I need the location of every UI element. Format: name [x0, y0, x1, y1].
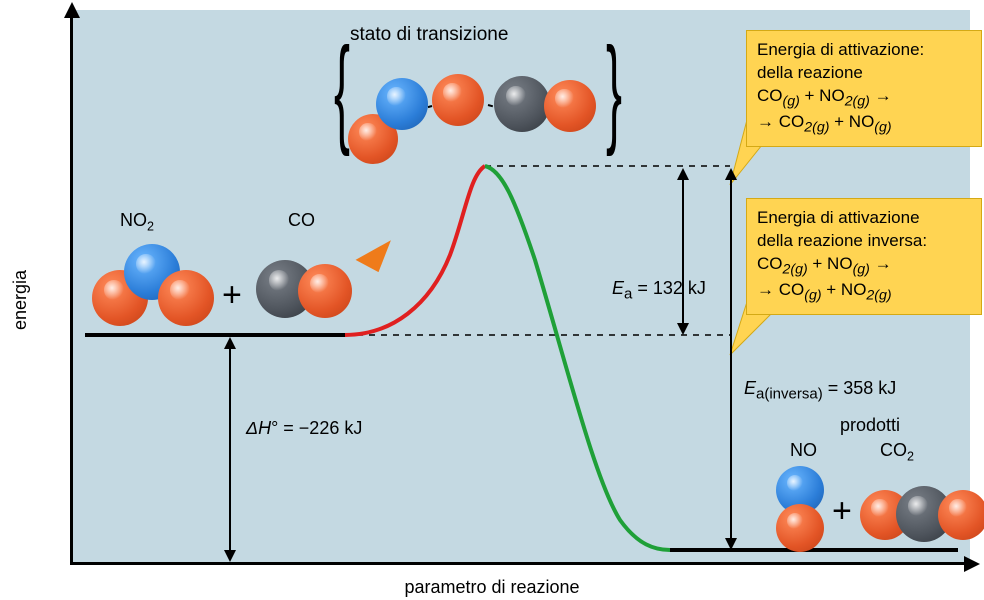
- brace-left-icon: {: [334, 30, 350, 150]
- delta-h-label: ΔH° = −226 kJ: [246, 418, 362, 439]
- arrowhead-down-icon: [725, 538, 737, 550]
- callout-eq: CO2(g) + NO(g) →: [757, 253, 971, 280]
- callout-forward: Energia di attivazione: della reazione C…: [746, 30, 982, 147]
- energy-diagram: energia parametro di reazione stato di t…: [0, 0, 984, 600]
- oxygen-atom-icon: [544, 80, 596, 132]
- arrowhead-down-icon: [224, 550, 236, 562]
- co2-sub: 2: [907, 450, 914, 464]
- oxygen-atom-icon: [298, 264, 352, 318]
- callout-eq: → CO2(g) + NO(g): [757, 111, 971, 138]
- brace-right-icon: }: [606, 30, 622, 150]
- callout-reverse: Energia di attivazione della reazione in…: [746, 198, 982, 315]
- co-label: CO: [288, 210, 315, 231]
- arrowhead-up-icon: [677, 168, 689, 180]
- y-axis-label: energia: [10, 270, 31, 330]
- no2-sub: 2: [147, 220, 154, 234]
- callout-line: Energia di attivazione: [757, 207, 971, 230]
- products-label: prodotti: [840, 415, 900, 436]
- arrowhead-up-icon: [725, 168, 737, 180]
- co2-label: CO: [880, 440, 907, 460]
- callout-line: della reazione inversa:: [757, 230, 971, 253]
- oxygen-atom-icon: [938, 490, 984, 540]
- ea-rev-dim: [730, 178, 732, 538]
- plus-sign: +: [222, 276, 242, 315]
- callout-line: Energia di attivazione:: [757, 39, 971, 62]
- ea-rev-label: Ea(inversa) = 358 kJ: [744, 378, 896, 403]
- callout-line: della reazione: [757, 62, 971, 85]
- oxygen-atom-icon: [776, 504, 824, 552]
- plus-sign: +: [832, 492, 852, 531]
- callout-eq: → CO(g) + NO2(g): [757, 279, 971, 306]
- no-label: NO: [790, 440, 817, 461]
- ea-fwd-label: Ea = 132 kJ: [612, 278, 706, 303]
- callout-eq: CO(g) + NO2(g) →: [757, 85, 971, 112]
- carbon-atom-icon: [494, 76, 550, 132]
- arrowhead-down-icon: [677, 323, 689, 335]
- x-axis-label: parametro di reazione: [0, 577, 984, 598]
- delta-h-dim: [229, 347, 231, 550]
- nitrogen-atom-icon: [376, 78, 428, 130]
- no2-label: NO: [120, 210, 147, 230]
- oxygen-atom-icon: [158, 270, 214, 326]
- oxygen-atom-icon: [432, 74, 484, 126]
- arrowhead-up-icon: [224, 337, 236, 349]
